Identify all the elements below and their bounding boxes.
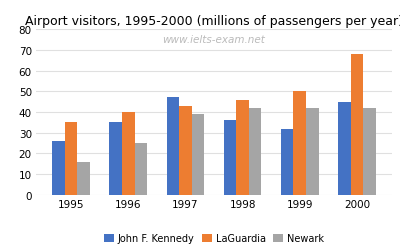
Bar bbox=[179, 106, 192, 195]
Title: Airport visitors, 1995-2000 (millions of passengers per year): Airport visitors, 1995-2000 (millions of… bbox=[25, 14, 400, 28]
Bar bbox=[351, 55, 363, 195]
Bar bbox=[363, 108, 376, 195]
Bar bbox=[109, 123, 122, 195]
Bar bbox=[306, 108, 319, 195]
Bar bbox=[338, 102, 351, 195]
Bar bbox=[122, 112, 134, 195]
Bar bbox=[166, 98, 179, 195]
Bar bbox=[281, 129, 294, 195]
Bar bbox=[192, 114, 204, 195]
Bar bbox=[134, 144, 147, 195]
Bar bbox=[65, 123, 77, 195]
Bar bbox=[52, 141, 65, 195]
Bar bbox=[77, 162, 90, 195]
Text: www.ielts-exam.net: www.ielts-exam.net bbox=[162, 35, 266, 45]
Bar bbox=[236, 100, 249, 195]
Bar bbox=[294, 92, 306, 195]
Legend: John F. Kennedy, LaGuardia, Newark: John F. Kennedy, LaGuardia, Newark bbox=[100, 230, 328, 247]
Bar bbox=[249, 108, 262, 195]
Bar bbox=[224, 121, 236, 195]
